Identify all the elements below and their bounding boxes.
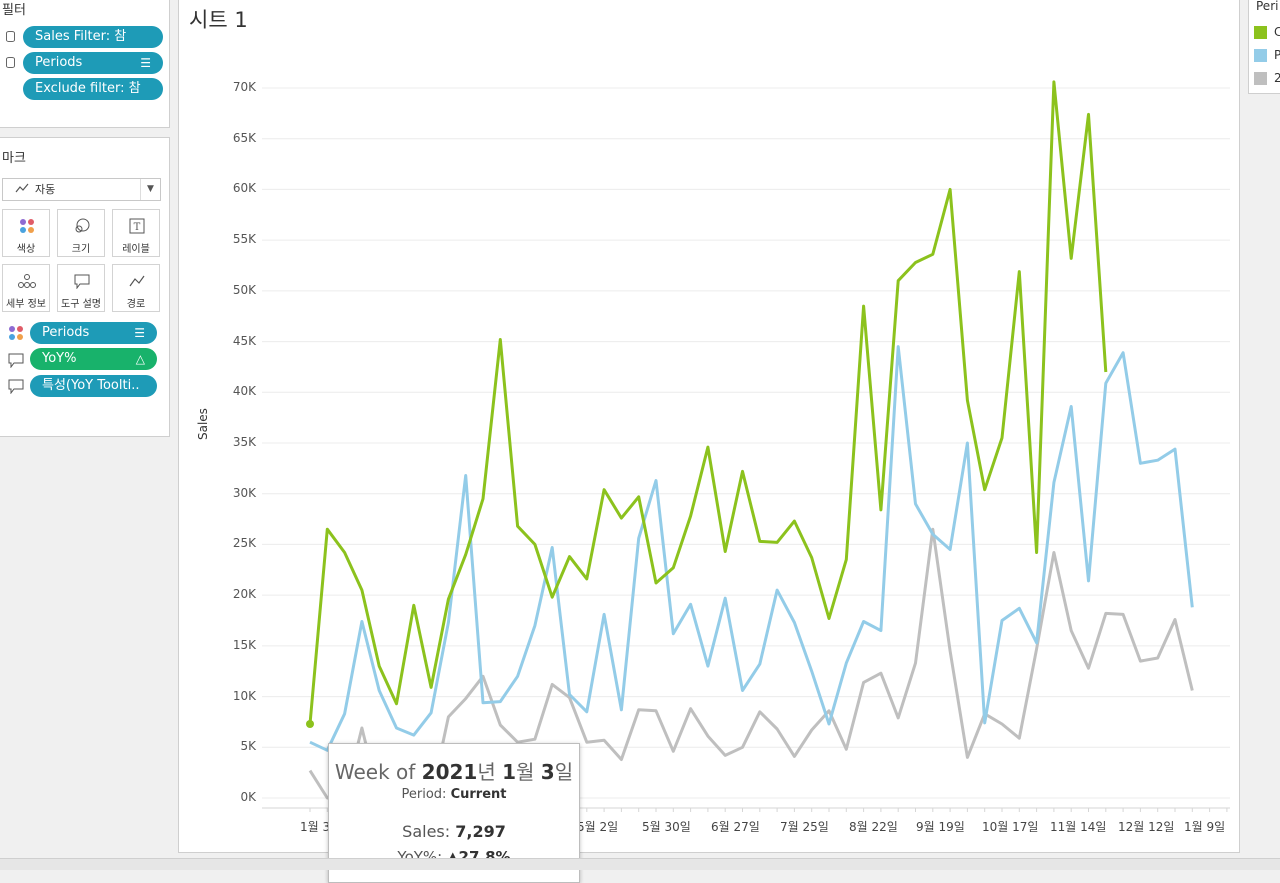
line-mark-icon bbox=[15, 183, 29, 193]
detail-icon bbox=[18, 274, 36, 288]
y-tick-label: 15K bbox=[232, 637, 256, 652]
y-tick-label: 10K bbox=[232, 688, 256, 703]
marks-path-label: 경로 bbox=[126, 299, 146, 310]
marks-pill-periods[interactable]: Periods ☰ bbox=[30, 322, 157, 344]
x-tick-label: 11월 14일 bbox=[1050, 820, 1107, 834]
tooltip-sales: Sales: 7,297 bbox=[402, 822, 506, 841]
tooltip-icon bbox=[8, 379, 24, 394]
filters-title: 필터 bbox=[2, 3, 26, 18]
filter-pill-periods[interactable]: Periods ☰ bbox=[23, 52, 163, 74]
chevron-down-icon[interactable]: ▼ bbox=[140, 179, 160, 200]
legend-swatch-current[interactable] bbox=[1254, 26, 1267, 39]
marks-label-button[interactable]: T 레이블 bbox=[112, 209, 160, 257]
delta-icon: △ bbox=[135, 352, 145, 366]
y-tick-label: 25K bbox=[232, 536, 256, 551]
marks-detail-button[interactable]: 세부 정보 bbox=[2, 264, 50, 312]
marks-pill-attr[interactable]: 특성(YoY Toolti.. bbox=[30, 375, 157, 397]
y-tick-label: 60K bbox=[232, 181, 256, 196]
y-tick-label: 5K bbox=[240, 739, 256, 754]
tooltip-week: Week of 2021년 1월 3일 bbox=[334, 760, 574, 784]
marks-title: 마크 bbox=[2, 151, 26, 166]
filter-pill-sales[interactable]: Sales Filter: 참 bbox=[23, 26, 163, 48]
x-tick-label: 8월 22일 bbox=[849, 820, 898, 834]
database-icon bbox=[6, 31, 15, 42]
filters-panel: 필터 Sales Filter: 참 Periods ☰ Exclude filt… bbox=[0, 0, 170, 128]
y-tick-label: 45K bbox=[232, 333, 256, 348]
worksheet bbox=[178, 0, 1240, 853]
x-tick-label: 5월 30일 bbox=[642, 820, 691, 834]
x-tick-label: 6월 27일 bbox=[711, 820, 760, 834]
marks-tooltip-label: 도구 설명 bbox=[61, 299, 101, 310]
marks-tooltip-button[interactable]: 도구 설명 bbox=[57, 264, 105, 312]
y-tick-label: 30K bbox=[232, 485, 256, 500]
y-tick-label: 40K bbox=[232, 384, 256, 399]
sort-icon: ☰ bbox=[140, 56, 151, 70]
y-tick-label: 50K bbox=[232, 282, 256, 297]
legend-label-2[interactable]: 2 bbox=[1274, 71, 1280, 85]
y-tick-label: 35K bbox=[232, 435, 256, 449]
legend-label-current[interactable]: C bbox=[1274, 25, 1280, 39]
marks-color-button[interactable]: 색상 bbox=[2, 209, 50, 257]
legend-title: Peri bbox=[1256, 0, 1279, 13]
label-icon: T bbox=[129, 218, 145, 234]
marks-label-label: 레이블 bbox=[122, 244, 150, 255]
x-tick-label: 7월 25일 bbox=[780, 820, 829, 834]
x-tick-label: 10월 17일 bbox=[982, 820, 1039, 834]
color-icon bbox=[9, 326, 23, 340]
sheet-tab-bar[interactable] bbox=[0, 858, 1280, 870]
x-tick-label: 12월 12일 bbox=[1118, 820, 1175, 834]
legend-swatch-previous[interactable] bbox=[1254, 49, 1267, 62]
left-shelf: 필터 Sales Filter: 참 Periods ☰ Exclude filt… bbox=[0, 0, 172, 870]
y-tick-label: 0K bbox=[240, 790, 256, 804]
y-tick-label: 20K bbox=[232, 587, 256, 602]
color-legend[interactable]: Peri C P 2 bbox=[1248, 0, 1280, 94]
y-axis-title: Sales bbox=[196, 408, 210, 440]
marks-size-label: 크기 bbox=[71, 244, 91, 255]
marks-size-button[interactable]: 크기 bbox=[57, 209, 105, 257]
legend-swatch-2[interactable] bbox=[1254, 72, 1267, 85]
x-tick-label: 5월 2일 bbox=[577, 820, 619, 834]
sheet-title: 시트 1 bbox=[189, 8, 248, 32]
marks-detail-label: 세부 정보 bbox=[6, 299, 46, 310]
color-icon bbox=[20, 219, 34, 233]
mark-type-dropdown[interactable]: 자동 ▼ bbox=[2, 178, 161, 201]
y-tick-label: 55K bbox=[232, 232, 256, 247]
size-icon bbox=[75, 218, 90, 233]
filter-pill-exclude[interactable]: Exclude filter: 참 bbox=[23, 78, 163, 100]
svg-text:T: T bbox=[134, 222, 141, 233]
x-tick-label: 9월 19일 bbox=[916, 820, 965, 834]
marks-path-button[interactable]: 경로 bbox=[112, 264, 160, 312]
marks-color-label: 색상 bbox=[16, 244, 36, 255]
x-tick-label: 1월 9일 bbox=[1184, 820, 1226, 834]
sort-icon: ☰ bbox=[134, 326, 145, 340]
legend-label-previous[interactable]: P bbox=[1274, 48, 1280, 62]
marks-pill-yoy[interactable]: YoY% △ bbox=[30, 348, 157, 370]
path-icon bbox=[129, 275, 145, 287]
database-icon bbox=[6, 57, 15, 68]
y-tick-label: 70K bbox=[232, 80, 256, 94]
tooltip-icon bbox=[74, 274, 90, 289]
tooltip-period: Period: Current bbox=[401, 787, 507, 802]
tooltip-icon bbox=[8, 353, 24, 368]
y-tick-label: 65K bbox=[232, 130, 256, 145]
